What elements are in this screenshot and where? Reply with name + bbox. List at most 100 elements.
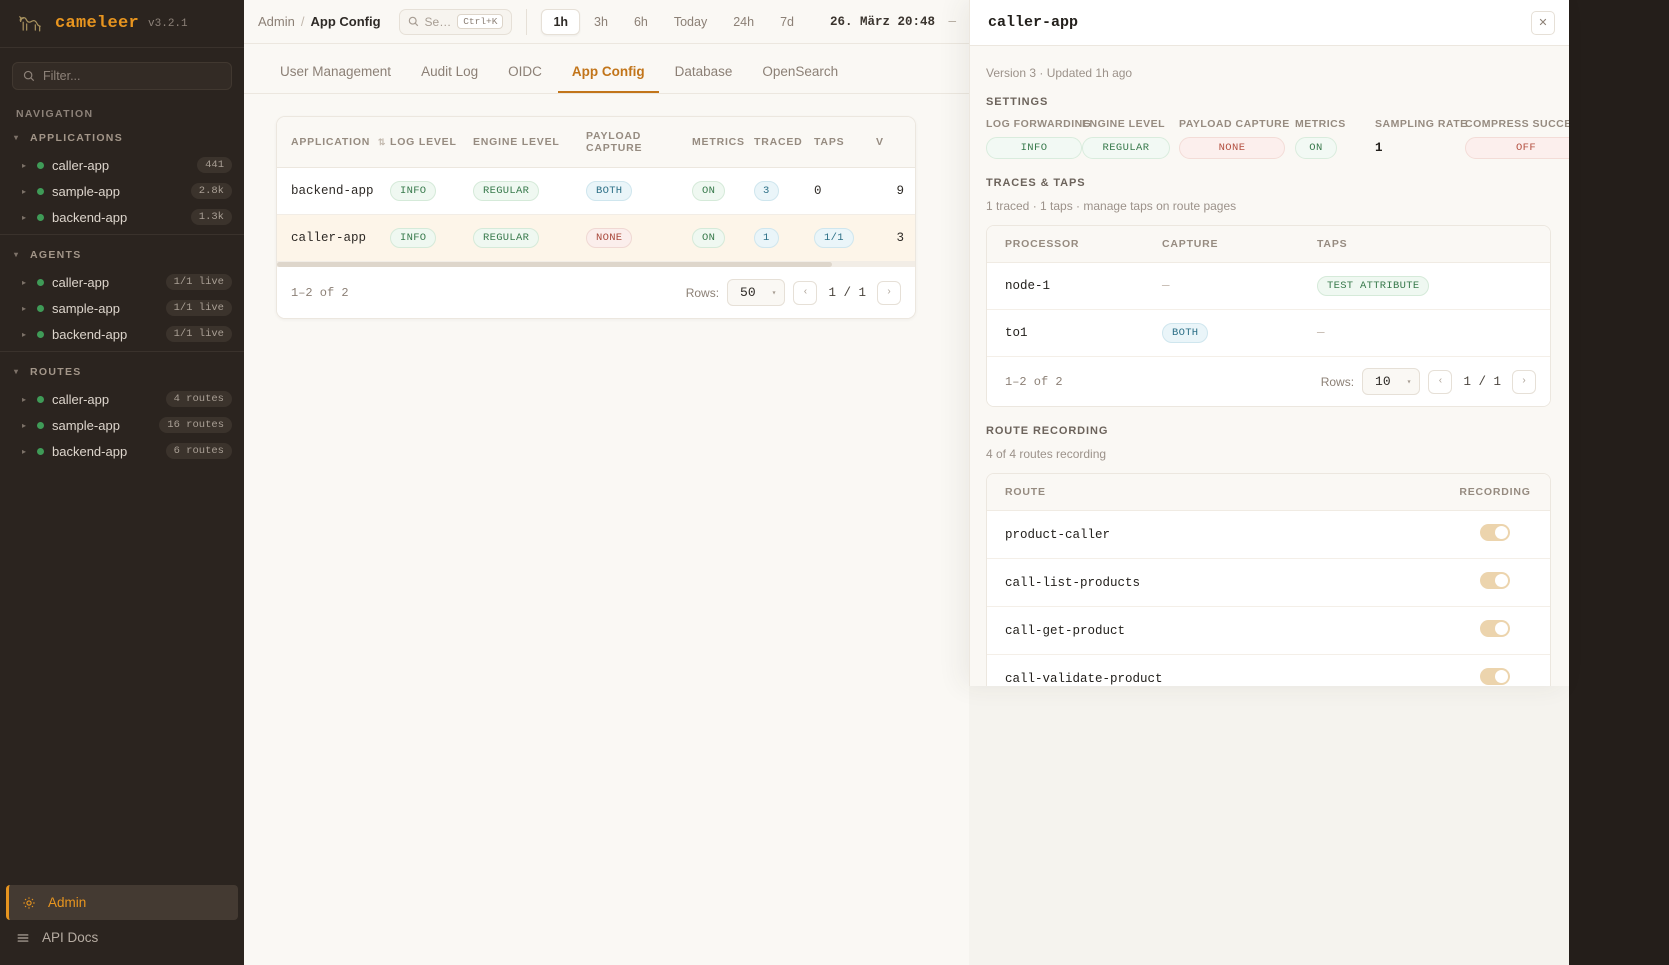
sidebar-item-api-docs[interactable]: API Docs bbox=[0, 920, 244, 955]
camel-icon bbox=[16, 11, 46, 37]
sidebar-item-routes-sample-app[interactable]: ▸ sample-app 16 routes bbox=[0, 412, 244, 438]
range-button-6h[interactable]: 6h bbox=[633, 14, 648, 29]
column-header-taps: TAPS bbox=[1317, 226, 1550, 263]
breadcrumb-root[interactable]: Admin bbox=[258, 14, 295, 29]
column-header-traced[interactable]: TRACED bbox=[754, 117, 814, 168]
metrics-chip: ON bbox=[692, 181, 726, 201]
sidebar-item-agents-sample-app[interactable]: ▸ sample-app 1/1 live bbox=[0, 295, 244, 321]
sidebar-item-routes-backend-app[interactable]: ▸ backend-app 6 routes bbox=[0, 438, 244, 464]
range-button-7d[interactable]: 7d bbox=[780, 14, 794, 29]
table-row[interactable]: to1 BOTH — bbox=[987, 309, 1550, 357]
tab-user-management[interactable]: User Management bbox=[280, 64, 392, 79]
sidebar-item-applications-backend-app[interactable]: ▸ backend-app 1.3k bbox=[0, 204, 244, 230]
breadcrumb-current: App Config bbox=[310, 14, 381, 29]
group-header-agents[interactable]: ▾ AGENTS bbox=[0, 247, 244, 269]
setting-label: LOG FORWARDING bbox=[986, 118, 1092, 130]
column-header-application[interactable]: APPLICATION ⇅ bbox=[277, 117, 390, 168]
range-button-today[interactable]: Today bbox=[673, 14, 708, 29]
table-row[interactable]: product-caller bbox=[987, 510, 1550, 559]
traces-subtitle: 1 traced · 1 taps · manage taps on route… bbox=[986, 199, 1237, 213]
sidebar-footer: Admin API Docs bbox=[0, 885, 244, 965]
rows-per-page-select[interactable]: 10 ▾ bbox=[1362, 368, 1421, 395]
table-row[interactable]: node-1 — TEST ATTRIBUTE bbox=[987, 262, 1550, 310]
column-header-engine-level[interactable]: ENGINE LEVEL bbox=[473, 117, 586, 168]
table-row[interactable]: call-list-products bbox=[987, 558, 1550, 607]
sidebar-item-applications-sample-app[interactable]: ▸ sample-app 2.8k bbox=[0, 178, 244, 204]
horizontal-scrollbar[interactable] bbox=[277, 262, 915, 267]
sidebar-item-applications-caller-app[interactable]: ▸ caller-app 441 bbox=[0, 152, 244, 178]
cell-taps: 0 bbox=[814, 167, 876, 215]
cell-version: 9 bbox=[876, 167, 915, 215]
recording-toggle[interactable] bbox=[1480, 524, 1510, 541]
rows-per-page-value: 50 bbox=[740, 285, 756, 300]
column-header-version[interactable]: V bbox=[876, 117, 915, 168]
column-header-taps[interactable]: TAPS bbox=[814, 117, 876, 168]
search-input[interactable]: Se… Ctrl+K bbox=[398, 8, 513, 35]
range-button-1h[interactable]: 1h bbox=[541, 8, 581, 35]
sidebar-item-agents-backend-app[interactable]: ▸ backend-app 1/1 live bbox=[0, 321, 244, 347]
filter-input[interactable] bbox=[43, 69, 221, 83]
table-row[interactable]: backend-app INFO REGULAR BOTH ON 3 bbox=[277, 167, 915, 215]
brand-version: v3.2.1 bbox=[148, 17, 188, 30]
tab-oidc[interactable]: OIDC bbox=[508, 64, 542, 79]
sort-icon[interactable]: ⇅ bbox=[377, 137, 387, 147]
table-row[interactable]: caller-app INFO REGULAR NONE ON 1 bbox=[277, 214, 915, 262]
group-header-applications[interactable]: ▾ APPLICATIONS bbox=[0, 130, 244, 152]
sidebar-item-label: sample-app bbox=[52, 417, 120, 433]
rows-per-page-select[interactable]: 50 ▾ bbox=[727, 279, 786, 306]
table-header-row: ROUTE RECORDING bbox=[987, 474, 1550, 511]
nav-group-applications: ▾ APPLICATIONS ▸ caller-app 441 ▸ sample… bbox=[0, 130, 244, 234]
chevron-right-icon: ▸ bbox=[22, 329, 27, 339]
empty-value: — bbox=[1162, 279, 1170, 293]
prev-page-button[interactable]: ‹ bbox=[1428, 369, 1453, 394]
search-shortcut: Ctrl+K bbox=[457, 14, 504, 29]
group-header-routes[interactable]: ▾ ROUTES bbox=[0, 364, 244, 386]
tab-app-config[interactable]: App Config bbox=[557, 56, 659, 93]
detail-panel: caller-app ✕ Version 3 · Updated 1h ago … bbox=[969, 0, 1569, 686]
brand[interactable]: cameleer v3.2.1 bbox=[0, 0, 244, 48]
cell-metrics: ON bbox=[692, 167, 754, 215]
chevron-right-icon: ▸ bbox=[22, 160, 27, 170]
cell-payload-capture: NONE bbox=[586, 214, 692, 262]
sidebar-item-admin[interactable]: Admin bbox=[6, 885, 238, 920]
sidebar-item-label: caller-app bbox=[52, 391, 110, 407]
filter-box[interactable] bbox=[12, 62, 232, 90]
cell-route: call-get-product bbox=[987, 606, 1440, 655]
sidebar-item-routes-caller-app[interactable]: ▸ caller-app 4 routes bbox=[0, 386, 244, 412]
range-button-3h[interactable]: 3h bbox=[594, 14, 608, 29]
chevron-right-icon: ▸ bbox=[22, 212, 27, 222]
recording-toggle[interactable] bbox=[1480, 620, 1510, 637]
column-header-payload-capture[interactable]: PAYLOAD CAPTURE bbox=[586, 117, 692, 168]
traces-section-title: TRACES & TAPS bbox=[986, 177, 1086, 189]
time-readout[interactable]: 26. März 20:48 — now bbox=[830, 15, 992, 29]
column-header-metrics[interactable]: METRICS bbox=[692, 117, 754, 168]
tab-audit-log[interactable]: Audit Log bbox=[421, 64, 479, 79]
sidebar-item-badge: 1/1 live bbox=[165, 274, 232, 290]
sidebar-item-badge: 1/1 live bbox=[165, 326, 232, 342]
close-icon[interactable]: ✕ bbox=[1531, 10, 1555, 35]
recording-toggle[interactable] bbox=[1480, 572, 1510, 589]
column-label: APPLICATION bbox=[291, 136, 371, 148]
range-button-24h[interactable]: 24h bbox=[733, 14, 755, 29]
nav-group-agents: ▾ AGENTS ▸ caller-app 1/1 live ▸ sample-… bbox=[0, 234, 244, 351]
tab-bar: User Management Audit Log OIDC App Confi… bbox=[244, 44, 1669, 94]
group-label: ROUTES bbox=[30, 366, 82, 378]
tab-database[interactable]: Database bbox=[674, 64, 733, 79]
setting-metrics: METRICS ON bbox=[1295, 118, 1375, 159]
setting-value: NONE bbox=[1179, 137, 1285, 159]
table-row[interactable]: call-get-product bbox=[987, 606, 1550, 655]
traces-table: PROCESSOR CAPTURE TAPS node-1 — bbox=[987, 226, 1550, 357]
next-page-button[interactable]: › bbox=[1512, 369, 1536, 394]
table-row[interactable]: call-validate-product bbox=[987, 654, 1550, 686]
setting-engine-level: ENGINE LEVEL REGULAR bbox=[1082, 118, 1179, 159]
prev-page-button[interactable]: ‹ bbox=[793, 280, 818, 305]
next-page-button[interactable]: › bbox=[877, 280, 901, 305]
recording-toggle[interactable] bbox=[1480, 668, 1510, 685]
setting-value: INFO bbox=[986, 137, 1082, 159]
column-header-log-level[interactable]: LOG LEVEL bbox=[390, 117, 473, 168]
tab-opensearch[interactable]: OpenSearch bbox=[762, 64, 839, 79]
app-config-card: APPLICATION ⇅ LOG LEVEL ENGINE LEVEL PAY… bbox=[276, 116, 916, 319]
sidebar-item-agents-caller-app[interactable]: ▸ caller-app 1/1 live bbox=[0, 269, 244, 295]
nav-section-title: NAVIGATION bbox=[16, 108, 94, 120]
